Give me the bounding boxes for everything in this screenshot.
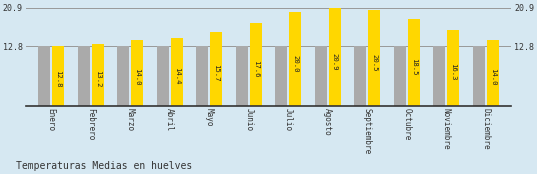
Text: 20.5: 20.5 <box>371 54 377 72</box>
Bar <box>171 38 183 106</box>
Text: 14.0: 14.0 <box>490 68 496 85</box>
Text: 17.6: 17.6 <box>253 60 259 78</box>
Bar <box>250 23 262 106</box>
Text: 15.7: 15.7 <box>213 64 219 82</box>
Text: 14.0: 14.0 <box>134 68 140 85</box>
Bar <box>197 46 208 106</box>
Text: Temperaturas Medias en huelves: Temperaturas Medias en huelves <box>16 161 192 171</box>
Bar <box>52 46 64 106</box>
Bar <box>38 46 50 106</box>
Bar <box>131 40 143 106</box>
Bar <box>329 8 340 106</box>
Bar <box>354 46 366 106</box>
Bar <box>315 46 327 106</box>
Bar <box>92 44 104 106</box>
Bar <box>210 32 222 106</box>
Text: 18.5: 18.5 <box>411 58 417 76</box>
Text: 12.8: 12.8 <box>55 70 61 88</box>
Text: 14.4: 14.4 <box>173 67 180 84</box>
Bar <box>157 46 169 106</box>
Bar <box>236 46 248 106</box>
Bar <box>289 12 301 106</box>
Bar <box>78 46 90 106</box>
Text: 20.0: 20.0 <box>292 55 298 73</box>
Bar <box>447 30 459 106</box>
Text: 13.2: 13.2 <box>95 70 100 87</box>
Bar <box>473 46 485 106</box>
Bar <box>275 46 287 106</box>
Bar <box>408 19 419 106</box>
Bar <box>487 40 499 106</box>
Text: 20.9: 20.9 <box>332 53 338 71</box>
Text: 16.3: 16.3 <box>450 63 456 80</box>
Bar <box>394 46 406 106</box>
Bar <box>118 46 129 106</box>
Bar <box>433 46 445 106</box>
Bar <box>368 10 380 106</box>
